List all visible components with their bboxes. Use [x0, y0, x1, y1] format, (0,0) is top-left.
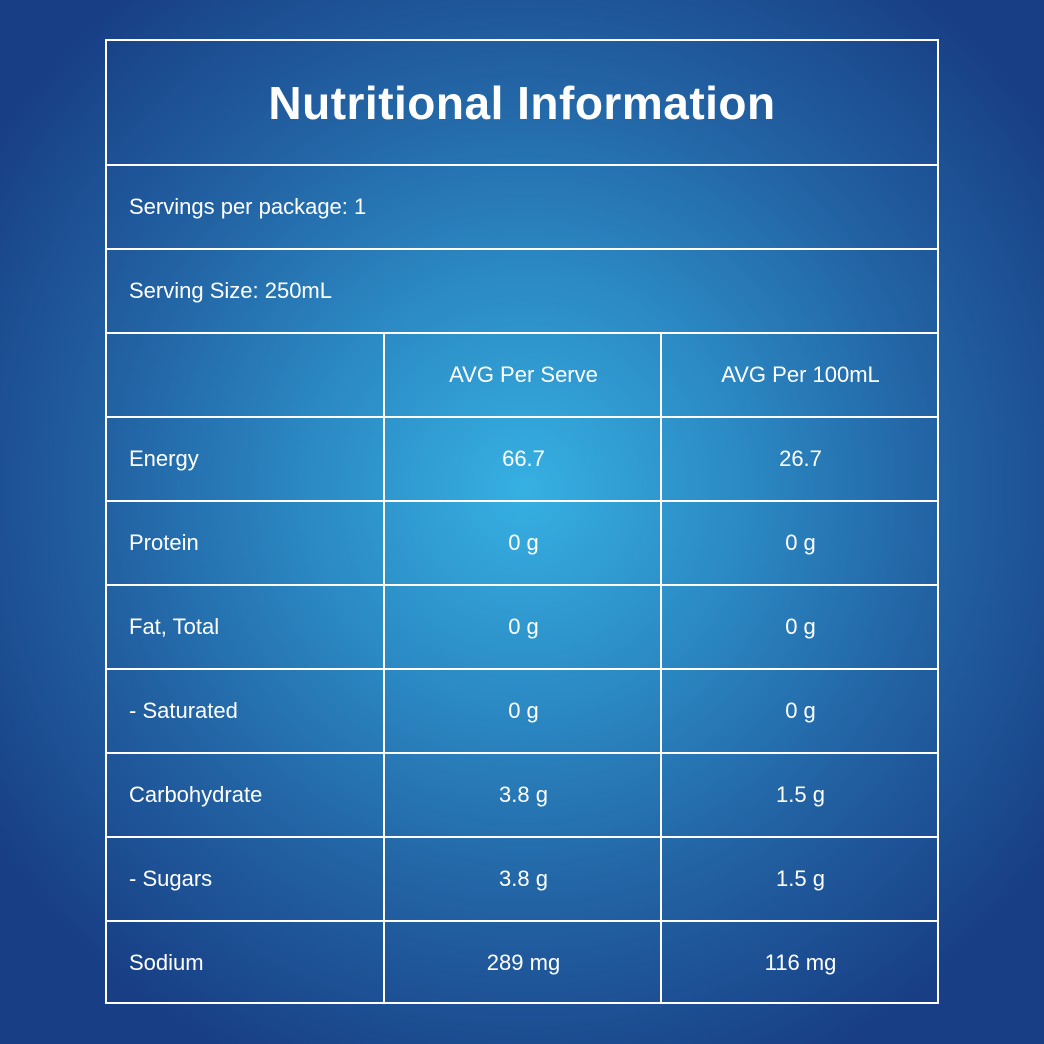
serving-size: Serving Size: 250mL	[129, 278, 332, 303]
nutrient-name: - Sugars	[129, 866, 213, 891]
per-serve-value: 289 mg	[383, 922, 662, 1004]
table-row: Carbohydrate 3.8 g 1.5 g	[107, 754, 937, 838]
header-row: AVG Per Serve AVG Per 100mL	[107, 334, 937, 418]
per-100ml-value: 0 g	[660, 502, 939, 584]
serving-size-row: Serving Size: 250mL	[107, 250, 937, 334]
per-serve-value: 0 g	[383, 670, 662, 752]
table-row: Protein 0 g 0 g	[107, 502, 937, 586]
nutrition-table: Nutritional Information Servings per pac…	[105, 39, 939, 1004]
per-100ml-value: 26.7	[660, 418, 939, 500]
per-100ml-value: 0 g	[660, 586, 939, 668]
header-per-100ml: AVG Per 100mL	[660, 334, 939, 416]
per-100ml-value: 116 mg	[660, 922, 939, 1004]
table-row: Fat, Total 0 g 0 g	[107, 586, 937, 670]
per-serve-value: 3.8 g	[383, 838, 662, 920]
per-100ml-value: 1.5 g	[660, 838, 939, 920]
table-row: - Saturated 0 g 0 g	[107, 670, 937, 754]
per-serve-value: 3.8 g	[383, 754, 662, 836]
servings-per-package: Servings per package: 1	[129, 194, 367, 219]
header-per-serve: AVG Per Serve	[383, 334, 662, 416]
table-row: Energy 66.7 26.7	[107, 418, 937, 502]
table-row: - Sugars 3.8 g 1.5 g	[107, 838, 937, 922]
nutrient-name: Fat, Total	[129, 614, 220, 639]
per-100ml-value: 1.5 g	[660, 754, 939, 836]
header-empty	[107, 334, 383, 416]
per-serve-value: 0 g	[383, 502, 662, 584]
nutrient-name: Energy	[129, 446, 199, 471]
per-serve-value: 66.7	[383, 418, 662, 500]
nutrient-name: Carbohydrate	[129, 782, 263, 807]
per-serve-value: 0 g	[383, 586, 662, 668]
nutrient-name: - Saturated	[129, 698, 238, 723]
per-100ml-value: 0 g	[660, 670, 939, 752]
servings-row: Servings per package: 1	[107, 166, 937, 250]
table-title: Nutritional Information	[107, 41, 937, 166]
nutrient-name: Sodium	[129, 950, 204, 975]
nutrient-name: Protein	[129, 530, 199, 555]
table-row: Sodium 289 mg 116 mg	[107, 922, 937, 1004]
